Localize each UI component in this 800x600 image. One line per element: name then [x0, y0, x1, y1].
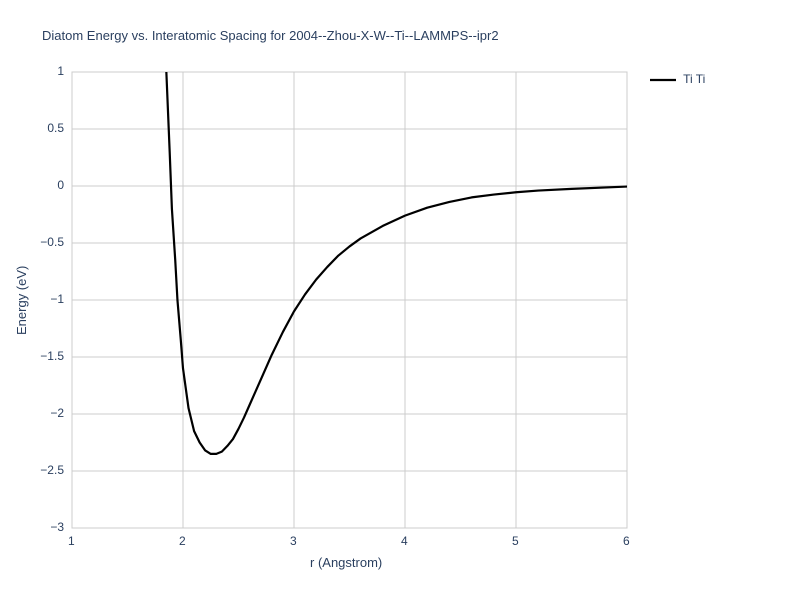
- y-tick: 0: [57, 178, 64, 192]
- legend-label: Ti Ti: [680, 72, 705, 86]
- plot-area: [0, 0, 800, 600]
- y-tick: 1: [57, 64, 64, 78]
- y-tick: −3: [50, 520, 64, 534]
- y-tick: −1.5: [40, 349, 64, 363]
- x-tick: 3: [290, 534, 297, 548]
- x-tick: 4: [401, 534, 408, 548]
- legend: Ti Ti: [648, 72, 705, 86]
- y-tick: −2: [50, 406, 64, 420]
- y-tick: 0.5: [47, 121, 64, 135]
- y-tick: −0.5: [40, 235, 64, 249]
- y-tick: −1: [50, 292, 64, 306]
- legend-item: Ti Ti: [648, 72, 705, 86]
- x-tick: 2: [179, 534, 186, 548]
- y-tick: −2.5: [40, 463, 64, 477]
- x-tick: 1: [68, 534, 75, 548]
- x-tick: 5: [512, 534, 519, 548]
- x-tick: 6: [623, 534, 630, 548]
- chart-container: { "chart": { "type": "line", "title": "D…: [0, 0, 800, 600]
